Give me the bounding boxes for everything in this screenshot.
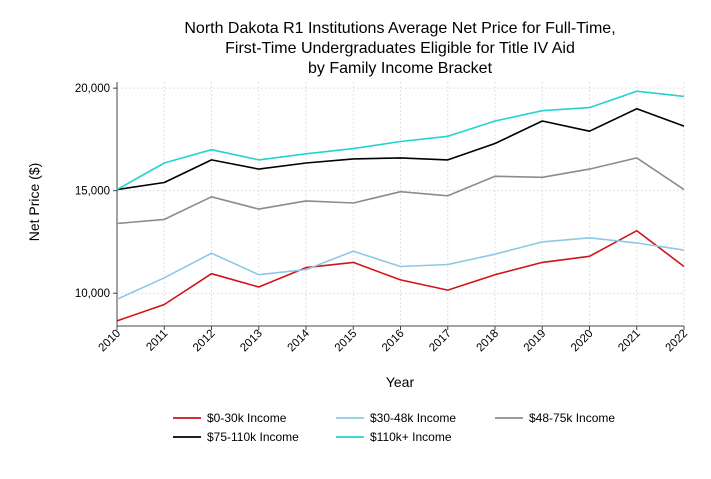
- series-line-0: [116, 229, 685, 322]
- chart-title-line-2: First-Time Undergraduates Eligible for T…: [225, 40, 575, 57]
- series-line-2: [116, 157, 685, 225]
- y-tick-label: 15,000: [75, 186, 110, 198]
- legend-label: $110k+ Income: [370, 430, 452, 444]
- legend-label: $48-75k Income: [529, 411, 615, 425]
- series-line-1: [116, 237, 685, 301]
- series-line-3: [116, 107, 685, 191]
- x-axis-title: Year: [386, 374, 415, 390]
- legend-label: $0-30k Income: [207, 411, 287, 425]
- chart-title-line-3: by Family Income Bracket: [308, 60, 493, 77]
- y-tick-label: 10,000: [75, 288, 110, 300]
- axes: [113, 82, 685, 330]
- series-lines: [116, 90, 685, 322]
- legend: $0-30k Income $30-48k Income $48-75k Incom…: [173, 411, 615, 444]
- legend-label: $75-110k Income: [207, 430, 299, 444]
- y-tick-label: 20,000: [75, 83, 110, 95]
- y-axis-title: Net Price ($): [26, 163, 42, 242]
- series-line-4: [116, 90, 685, 191]
- chart-title-line-1: North Dakota R1 Institutions Average Net…: [184, 20, 615, 37]
- legend-label: $30-48k Income: [370, 411, 456, 425]
